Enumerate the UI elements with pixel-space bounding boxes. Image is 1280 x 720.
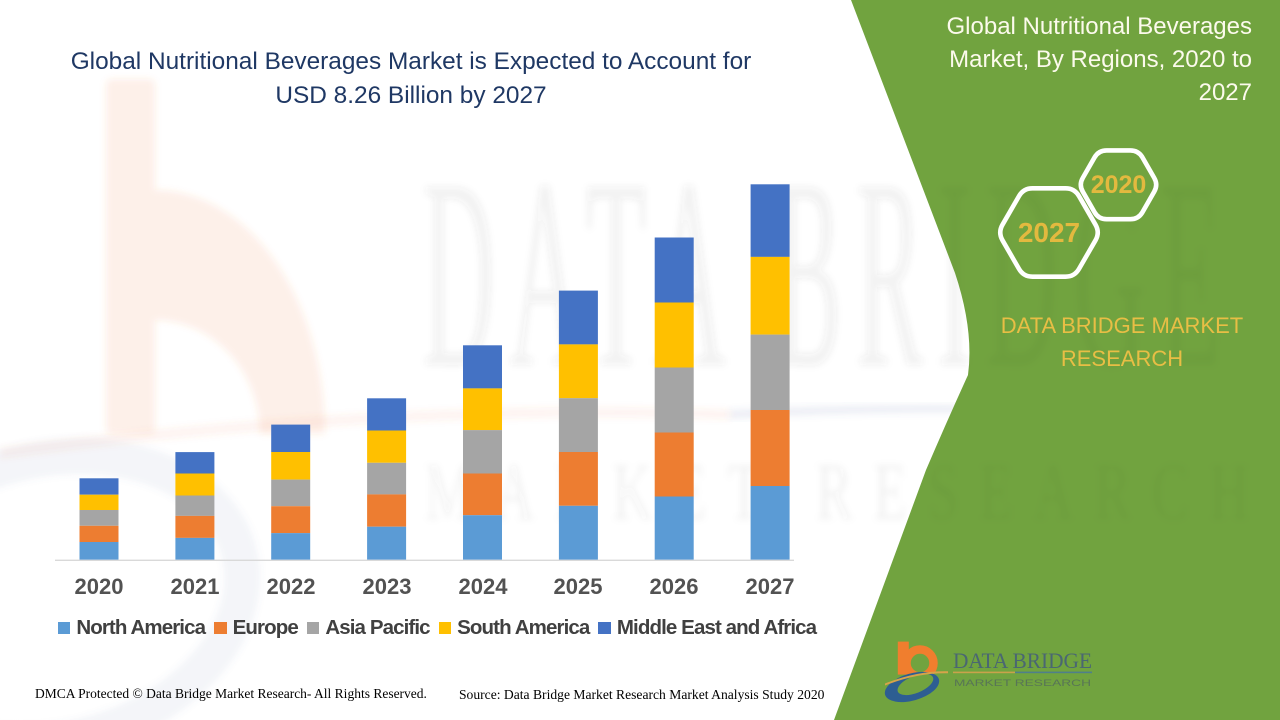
svg-text:MARKET RESEARCH: MARKET RESEARCH — [954, 678, 1091, 688]
svg-text:DATA BRIDGE: DATA BRIDGE — [953, 648, 1092, 673]
